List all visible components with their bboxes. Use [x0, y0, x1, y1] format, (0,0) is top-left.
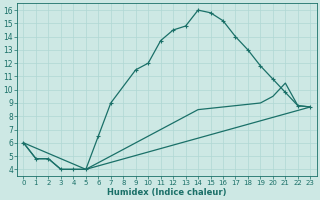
X-axis label: Humidex (Indice chaleur): Humidex (Indice chaleur) [107, 188, 227, 197]
